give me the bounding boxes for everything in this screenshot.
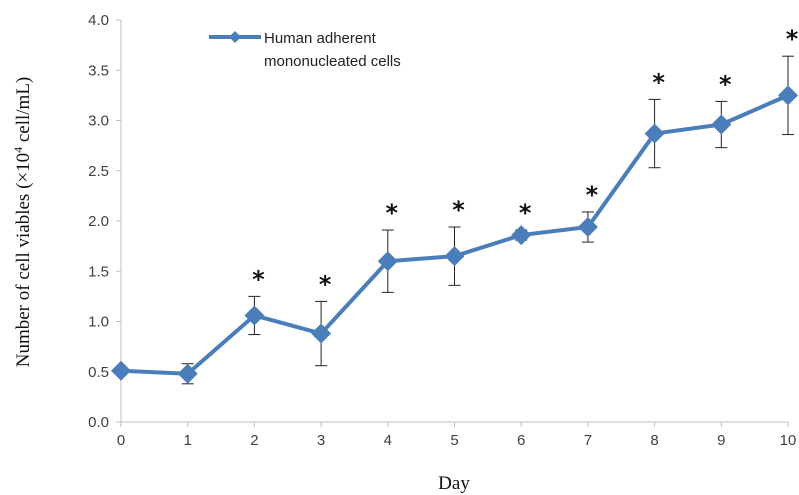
- data-point: [511, 225, 532, 246]
- data-point: [111, 360, 131, 381]
- x-axis-ticks: 0 1 2 3 4 5 6 7 8 9 10: [117, 422, 797, 449]
- significance-star: *: [786, 25, 799, 53]
- y-axis-ticks: 0.0 0.5 1.0 1.5 2.0 2.5 3.0 3.5 4.0: [88, 12, 121, 431]
- legend-label-line-2: mononucleated cells: [264, 53, 401, 70]
- y-tick-label: 1.0: [88, 314, 109, 331]
- legend-label-line-1: Human adherent: [264, 30, 377, 47]
- x-tick-label: 1: [184, 432, 192, 449]
- x-axis-title: Day: [438, 473, 470, 494]
- legend: Human adherent mononucleated cells: [209, 30, 401, 70]
- significance-star: *: [652, 68, 665, 96]
- x-tick-label: 9: [717, 432, 725, 449]
- data-point: [377, 251, 398, 272]
- y-tick-label: 2.5: [88, 163, 109, 180]
- x-tick-label: 2: [250, 432, 258, 449]
- x-tick-label: 6: [517, 432, 525, 449]
- y-tick-label: 4.0: [88, 12, 109, 29]
- significance-star: *: [519, 199, 532, 227]
- data-point-markers: [111, 85, 798, 384]
- x-tick-label: 4: [384, 432, 392, 449]
- x-tick-label: 10: [780, 432, 797, 449]
- y-tick-label: 2.0: [88, 213, 109, 230]
- significance-star: *: [386, 199, 399, 227]
- y-tick-label: 1.5: [88, 263, 109, 280]
- error-bars: [181, 55, 794, 385]
- y-tick-label: 3.5: [88, 62, 109, 79]
- data-point: [711, 114, 732, 135]
- y-tick-label: 0.0: [88, 414, 109, 431]
- y-tick-label: 0.5: [88, 364, 109, 381]
- data-point: [778, 85, 798, 106]
- data-point: [244, 305, 265, 326]
- data-point: [444, 246, 465, 267]
- y-axis-title: Number of cell viables (×104 cell/mL): [11, 77, 34, 368]
- significance-star: *: [319, 270, 332, 298]
- x-tick-label: 8: [650, 432, 658, 449]
- significance-markers: * * * * * * * * *: [252, 25, 799, 298]
- data-point: [577, 217, 598, 238]
- x-tick-label: 0: [117, 432, 125, 449]
- y-axis-title-prefix: Number of cell viables (×10: [13, 153, 34, 367]
- significance-star: *: [586, 181, 599, 209]
- x-tick-label: 5: [450, 432, 458, 449]
- y-axis-title-suffix: cell/mL): [13, 77, 34, 147]
- legend-marker: [229, 31, 241, 43]
- y-axis-title-superscript: 4: [11, 147, 25, 153]
- y-tick-label: 3.0: [88, 113, 109, 130]
- data-point: [644, 123, 665, 144]
- x-tick-label: 7: [584, 432, 592, 449]
- x-tick-label: 3: [317, 432, 325, 449]
- data-point: [311, 323, 332, 344]
- significance-star: *: [719, 70, 732, 98]
- significance-star: *: [252, 265, 265, 293]
- significance-star: *: [452, 196, 465, 224]
- data-point: [177, 363, 198, 384]
